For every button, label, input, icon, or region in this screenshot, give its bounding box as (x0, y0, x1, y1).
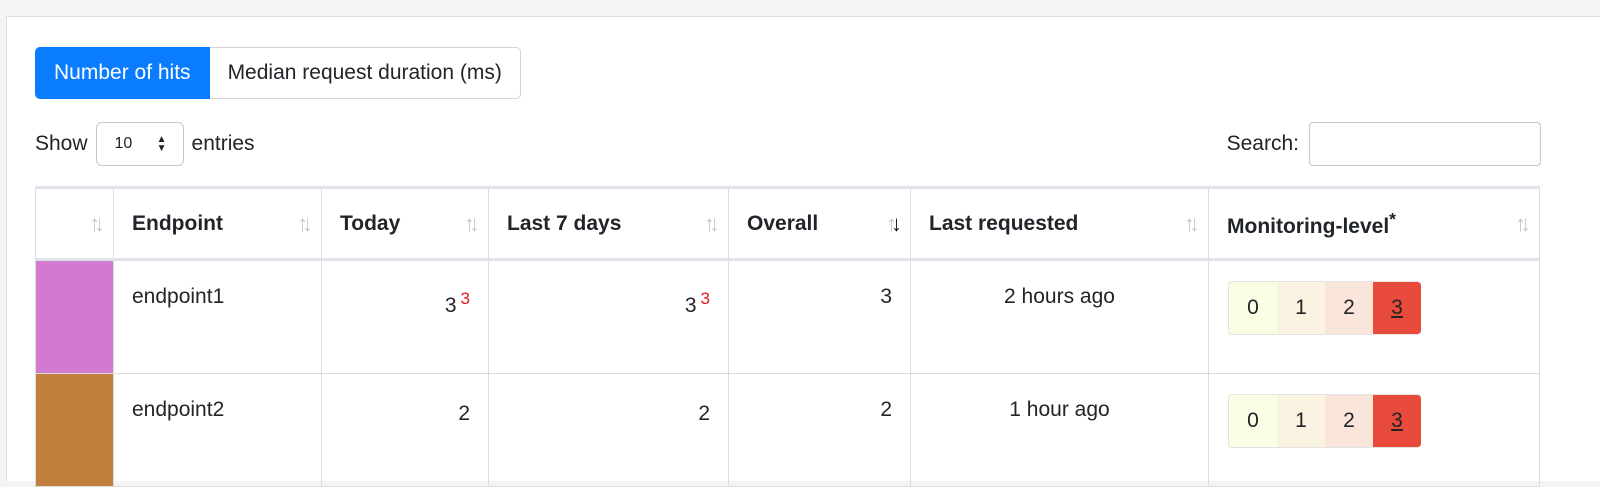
sort-arrows-icon: ↑↓ (89, 211, 105, 236)
monitoring-level-cell: 0 1 2 3 (1208, 259, 1540, 374)
sort-arrows-icon: ↑↓ (464, 211, 480, 236)
metric-toggle-group: Number of hits Median request duration (… (35, 47, 521, 99)
last-requested: 1 hour ago (1009, 398, 1110, 421)
overall-hits: 2 (880, 398, 892, 421)
last7-hits: 3 (684, 294, 697, 317)
endpoint-name[interactable]: endpoint1 (132, 285, 225, 308)
endpoint-color-swatch (36, 374, 113, 486)
last7-new-hits: 3 (700, 289, 710, 308)
endpoint-name-cell[interactable]: endpoint1 (113, 259, 322, 374)
last-requested-cell: 1 hour ago (910, 373, 1209, 487)
monitoring-level-1-button[interactable]: 1 (1277, 394, 1325, 448)
sort-arrows-icon: ↑↓ (704, 211, 720, 236)
column-header-endpoint[interactable]: Endpoint ↑↓ (113, 186, 322, 261)
sort-arrows-icon: ↑↓ (1515, 211, 1531, 236)
endpoint-color-cell (35, 373, 114, 487)
monitoring-level-2-button[interactable]: 2 (1325, 281, 1373, 335)
show-label: Show (35, 132, 88, 155)
column-header-label: Overall (747, 211, 819, 235)
search-input[interactable] (1309, 122, 1541, 166)
monitoring-level-3-button[interactable]: 3 (1373, 394, 1421, 448)
sort-arrows-icon: ↑↓ (297, 211, 313, 236)
last-requested-cell: 2 hours ago (910, 259, 1209, 374)
column-header-color[interactable]: ↑↓ (35, 186, 114, 261)
monitoring-level-group: 0 1 2 3 (1228, 394, 1538, 448)
monitoring-level-1-button[interactable]: 1 (1277, 281, 1325, 335)
endpoint-name-cell[interactable]: endpoint2 (113, 373, 322, 487)
endpoints-table: ↑↓ Endpoint ↑↓ Today ↑↓ Last 7 days ↑↓ O… (35, 186, 1540, 487)
endpoint-color-cell (35, 259, 114, 374)
today-hits: 2 (458, 402, 470, 425)
column-header-last-7-days[interactable]: Last 7 days ↑↓ (488, 186, 729, 261)
entries-length-control: Show 10 ▲ ▼ entries (35, 121, 255, 167)
last7-hits-cell: 2 (488, 373, 729, 487)
column-header-monitoring-level[interactable]: Monitoring-level* ↑↓ (1208, 186, 1540, 261)
search-label: Search: (1226, 132, 1299, 155)
column-header-label: Endpoint (132, 211, 223, 235)
monitoring-level-cell: 0 1 2 3 (1208, 373, 1540, 487)
monitoring-level-2-button[interactable]: 2 (1325, 394, 1373, 448)
search-control: Search: (1227, 122, 1541, 166)
column-header-label: Monitoring-level (1227, 214, 1390, 238)
table-row[interactable]: endpoint2 2 2 2 1 hour ago 0 1 (35, 373, 1540, 487)
column-header-today[interactable]: Today ↑↓ (321, 186, 489, 261)
table-header-row: ↑↓ Endpoint ↑↓ Today ↑↓ Last 7 days ↑↓ O… (35, 186, 1540, 261)
endpoint-name[interactable]: endpoint2 (132, 398, 225, 421)
sort-arrows-icon: ↑↓ (1184, 211, 1200, 236)
today-hits: 3 (444, 294, 457, 317)
column-header-label: Last requested (929, 211, 1079, 235)
column-header-overall[interactable]: Overall ↑↓ (728, 186, 911, 261)
monitoring-level-0-button[interactable]: 0 (1228, 394, 1277, 448)
select-arrows-icon: ▲ ▼ (156, 134, 167, 154)
today-hits-cell: 2 (321, 373, 489, 487)
sort-descending-icon: ↑↓ (886, 211, 902, 236)
overall-hits: 3 (880, 285, 892, 308)
column-header-last-requested[interactable]: Last requested ↑↓ (910, 186, 1209, 261)
entries-label: entries (191, 132, 255, 155)
dashboard-panel: Number of hits Median request duration (… (6, 16, 1600, 487)
monitoring-level-group: 0 1 2 3 (1228, 281, 1538, 335)
overall-hits-cell: 2 (728, 373, 911, 487)
entries-select[interactable]: 10 ▲ ▼ (95, 122, 184, 166)
column-header-label: Today (340, 211, 401, 235)
today-new-hits: 3 (460, 289, 470, 308)
median-duration-toggle[interactable]: Median request duration (ms) (209, 47, 521, 99)
last-requested: 2 hours ago (1004, 285, 1115, 308)
endpoint-color-swatch (36, 261, 113, 373)
entries-select-value: 10 (114, 135, 133, 152)
monitoring-level-0-button[interactable]: 0 (1228, 281, 1277, 335)
column-header-label: Last 7 days (507, 211, 622, 235)
monitoring-level-3-button[interactable]: 3 (1373, 281, 1421, 335)
number-of-hits-toggle[interactable]: Number of hits (35, 47, 210, 99)
overall-hits-cell: 3 (728, 259, 911, 374)
footnote-marker: * (1389, 208, 1396, 229)
last7-hits: 2 (698, 402, 710, 425)
